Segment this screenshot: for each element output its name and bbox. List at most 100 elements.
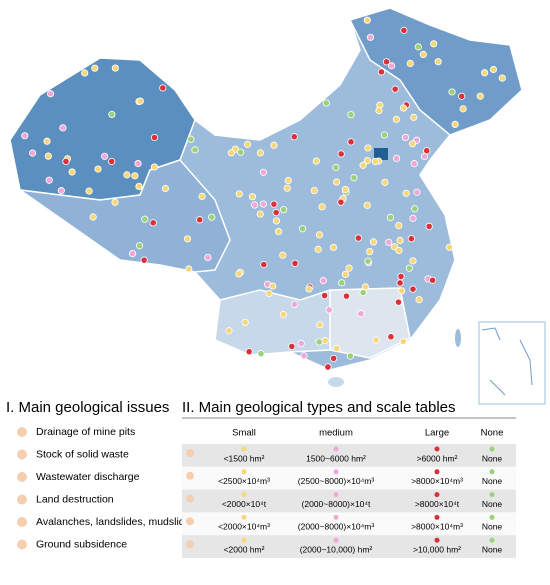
marker [347, 111, 355, 119]
table-cell: >8000×10⁴t [415, 499, 460, 509]
marker [85, 187, 93, 195]
scale-icon [489, 446, 495, 452]
legend-icon [17, 449, 27, 460]
table-cell: (2500~8000)×10⁴m³ [298, 476, 375, 486]
marker [377, 68, 386, 76]
marker [140, 256, 148, 264]
issues-legend: I. Main geological issues Drainage of mi… [6, 399, 196, 550]
scale-icon [434, 469, 440, 475]
marker [391, 85, 399, 93]
region-south [329, 287, 411, 359]
marker [272, 217, 281, 225]
marker [315, 231, 324, 239]
marker [363, 156, 371, 165]
marker [62, 157, 70, 166]
scale-icon [489, 469, 495, 475]
table-cell: None [482, 476, 503, 486]
marker [290, 300, 299, 308]
marker [135, 182, 143, 191]
marker [241, 318, 249, 326]
marker [396, 236, 404, 245]
marker [59, 124, 67, 132]
marker [399, 337, 407, 346]
table-header: Small [232, 428, 256, 439]
marker [341, 185, 350, 194]
legend-item: Avalanches, landslides, mudslides [36, 516, 196, 528]
scale-icon [489, 514, 495, 520]
marker [357, 310, 365, 318]
marker [198, 192, 206, 200]
scale-icon [489, 492, 495, 498]
marker [315, 338, 323, 346]
marker [324, 363, 332, 371]
marker [236, 148, 245, 156]
legend-item: Ground subsidence [36, 538, 127, 550]
table-header: medium [319, 428, 353, 439]
marker [371, 157, 379, 166]
legend-icon [17, 494, 27, 505]
marker [191, 146, 199, 154]
marker [204, 253, 212, 262]
scale-icon [241, 446, 247, 452]
marker [290, 133, 298, 141]
marker [401, 133, 410, 142]
table-cell: >6000 hm² [417, 453, 458, 463]
scale-icon [333, 446, 339, 452]
marker [425, 222, 433, 230]
inset-coast [481, 327, 533, 396]
marker [402, 189, 410, 197]
marker [408, 140, 417, 148]
marker [208, 213, 216, 221]
scale-icon [333, 492, 339, 498]
row-icon [186, 471, 194, 480]
marker [185, 265, 193, 273]
marker [291, 259, 299, 267]
marker [406, 59, 414, 68]
marker [227, 149, 235, 157]
marker [359, 289, 367, 297]
table-cell: None [482, 499, 503, 509]
marker [183, 235, 192, 243]
table-cell: 1500~6000 hm² [306, 453, 366, 463]
marker [310, 186, 318, 195]
marker [322, 99, 330, 107]
marker [28, 149, 37, 157]
marker [448, 88, 456, 96]
row-bg [182, 444, 516, 467]
marker [392, 154, 401, 162]
marker [243, 140, 252, 148]
marker [409, 257, 417, 265]
marker [429, 276, 437, 284]
scale-icon [434, 446, 440, 452]
marker [366, 247, 374, 256]
marker [274, 228, 283, 236]
marker [279, 310, 287, 319]
marker [269, 282, 277, 290]
row-icon [186, 494, 194, 503]
row-icon [186, 449, 194, 457]
marker [347, 138, 355, 146]
marker [413, 188, 421, 196]
scale-icon [333, 537, 339, 543]
marker [398, 287, 406, 295]
marker [43, 137, 51, 145]
marker [318, 203, 326, 211]
marker [332, 178, 341, 186]
marker [131, 172, 139, 180]
marker [245, 348, 253, 356]
table-cell: None [482, 522, 503, 532]
marker [364, 257, 372, 265]
marker [270, 141, 278, 149]
marker [101, 152, 109, 160]
marker [410, 160, 418, 168]
marker [256, 149, 265, 157]
marker [161, 184, 169, 193]
marker [259, 168, 268, 176]
marker [445, 243, 453, 251]
marker [141, 215, 149, 223]
marker [451, 120, 459, 128]
marker [235, 270, 243, 278]
legend-title: I. Main geological issues [6, 399, 169, 416]
marker [283, 184, 291, 192]
